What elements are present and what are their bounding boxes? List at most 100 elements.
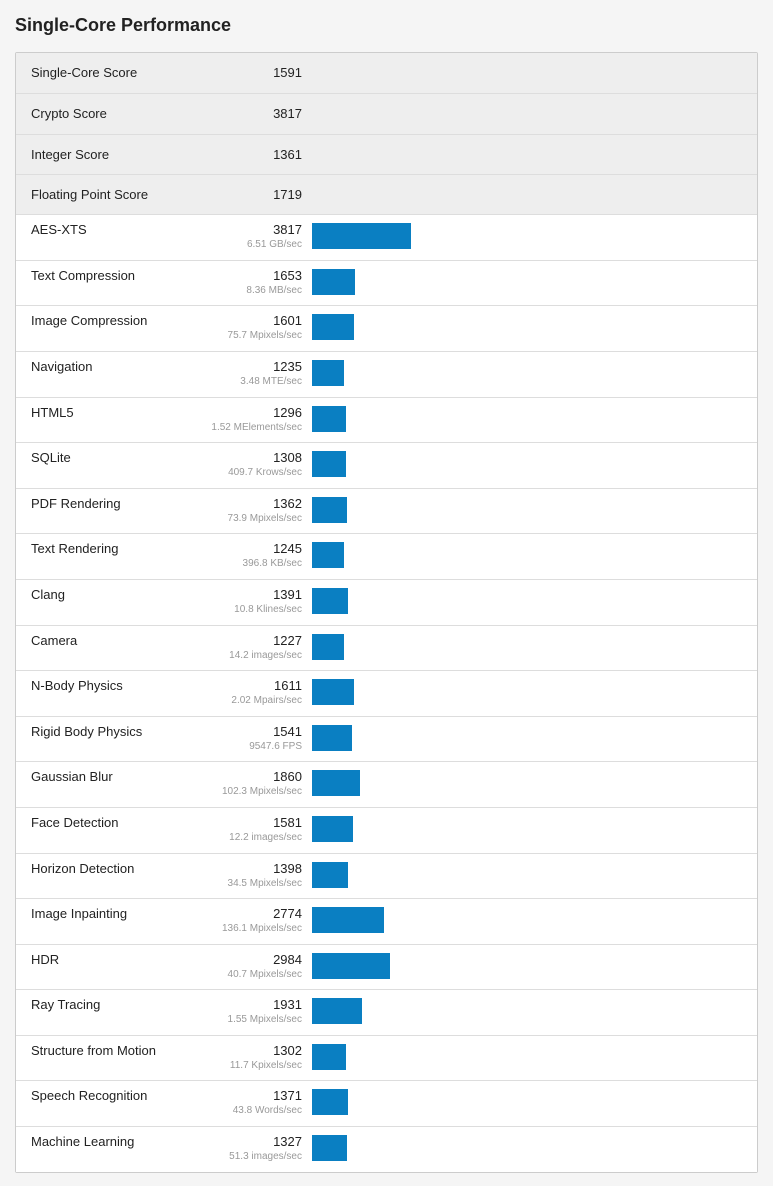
benchmark-rate: 409.7 Krows/sec	[228, 467, 302, 479]
benchmark-name: Machine Learning	[31, 1134, 135, 1150]
benchmark-row: Ray Tracing 1931 1.55 Mpixels/sec	[16, 989, 757, 1035]
score-name: Integer Score	[31, 146, 110, 162]
benchmark-name: Text Rendering	[31, 541, 119, 557]
benchmark-rate: 1.52 MElements/sec	[211, 421, 302, 433]
benchmark-row: PDF Rendering 1362 73.9 Mpixels/sec	[16, 487, 757, 534]
benchmark-row: N-Body Physics 1611 2.02 Mpairs/sec	[16, 670, 757, 716]
benchmark-name: Speech Recognition	[31, 1088, 148, 1104]
score-bar	[312, 268, 355, 295]
score-bar	[312, 815, 354, 842]
benchmark-name: Camera	[31, 632, 78, 648]
benchmark-row: Rigid Body Physics 1541 9547.6 FPS	[16, 715, 757, 762]
benchmark-row: Face Detection 1581 12.2 images/sec	[16, 806, 757, 853]
benchmark-name: Navigation	[31, 358, 93, 374]
score-bar	[312, 907, 385, 934]
score-bar	[312, 496, 348, 523]
score-bar	[312, 724, 353, 751]
benchmark-score: 1362	[273, 495, 302, 511]
benchmark-name: Image Inpainting	[31, 906, 128, 922]
benchmark-name: Horizon Detection	[31, 860, 135, 876]
benchmark-score: 1302	[273, 1042, 302, 1058]
benchmark-name: Clang	[31, 586, 65, 602]
benchmark-rate: 8.36 MB/sec	[246, 284, 302, 296]
summary-row: Floating Point Score 1719	[16, 173, 757, 215]
score-bar	[312, 587, 349, 614]
benchmark-row: Camera 1227 14.2 images/sec	[16, 624, 757, 671]
benchmark-row: Image Inpainting 2774 136.1 Mpixels/sec	[16, 898, 757, 944]
benchmark-row: HTML5 1296 1.52 MElements/sec	[16, 396, 757, 443]
benchmark-score: 1245	[273, 541, 302, 557]
score-name: Single-Core Score	[31, 65, 138, 80]
summary-row: Crypto Score 3817	[16, 93, 757, 134]
benchmark-row: Speech Recognition 1371 43.8 Words/sec	[16, 1080, 757, 1127]
benchmark-rate: 1.55 Mpixels/sec	[227, 1014, 302, 1026]
benchmark-rate: 75.7 Mpixels/sec	[227, 330, 302, 342]
score-bar	[312, 861, 349, 888]
score-bar	[312, 679, 354, 706]
score-value: 1591	[273, 65, 302, 80]
benchmark-rate: 102.3 Mpixels/sec	[221, 786, 302, 798]
benchmark-name: HDR	[31, 951, 60, 967]
score-bar	[312, 451, 346, 478]
benchmark-row: HDR 2984 40.7 Mpixels/sec	[16, 943, 757, 990]
benchmark-row: Gaussian Blur 1860 102.3 Mpixels/sec	[16, 761, 757, 807]
score-bar	[312, 1043, 346, 1070]
benchmark-score: 1296	[273, 404, 302, 420]
benchmark-row: AES-XTS 3817 6.51 GB/sec	[16, 214, 757, 260]
benchmark-row: Text Compression 1653 8.36 MB/sec	[16, 259, 757, 306]
benchmark-score: 1860	[273, 769, 302, 785]
benchmark-rate: 12.2 images/sec	[229, 831, 302, 843]
benchmark-rate: 51.3 images/sec	[229, 1151, 302, 1163]
benchmark-rate: 40.7 Mpixels/sec	[227, 968, 302, 980]
score-name: Floating Point Score	[31, 186, 149, 202]
benchmark-name: HTML5	[31, 404, 74, 420]
score-bar	[312, 223, 412, 250]
benchmark-name: PDF Rendering	[31, 495, 121, 511]
score-bar	[312, 1135, 347, 1162]
benchmark-row: Horizon Detection 1398 34.5 Mpixels/sec	[16, 852, 757, 899]
benchmark-score: 1371	[273, 1088, 302, 1104]
benchmark-rate: 14.2 images/sec	[229, 649, 302, 661]
score-bar	[312, 1089, 348, 1116]
benchmark-row: Clang 1391 10.8 Klines/sec	[16, 578, 757, 625]
summary-row: Single-Core Score 1591	[16, 53, 757, 94]
benchmark-score: 2984	[273, 951, 302, 967]
benchmark-rate: 9547.6 FPS	[249, 740, 302, 752]
benchmark-score: 1227	[273, 632, 302, 648]
benchmark-score: 1235	[273, 358, 302, 374]
benchmark-rate: 10.8 Klines/sec	[234, 603, 302, 615]
score-bar	[312, 952, 390, 979]
benchmark-score: 1653	[273, 267, 302, 283]
benchmark-rate: 11.7 Kpixels/sec	[229, 1059, 302, 1071]
benchmark-name: Structure from Motion	[31, 1042, 156, 1058]
benchmark-rate: 396.8 KB/sec	[242, 558, 302, 570]
score-bar	[312, 633, 344, 660]
benchmark-name: SQLite	[31, 450, 71, 466]
benchmark-name: Rigid Body Physics	[31, 723, 143, 739]
benchmark-row: Image Compression 1601 75.7 Mpixels/sec	[16, 305, 757, 351]
score-bar	[312, 770, 361, 797]
benchmark-name: Gaussian Blur	[31, 769, 113, 785]
benchmark-rate: 43.8 Words/sec	[232, 1105, 302, 1117]
benchmark-rate: 3.48 MTE/sec	[240, 375, 302, 387]
benchmark-rate: 73.9 Mpixels/sec	[227, 512, 302, 524]
benchmark-score: 2774	[273, 906, 302, 922]
benchmark-score: 1391	[273, 586, 302, 602]
score-value: 1719	[273, 186, 302, 202]
benchmark-name: N-Body Physics	[31, 678, 123, 694]
benchmark-rate: 34.5 Mpixels/sec	[227, 877, 302, 889]
score-value: 3817	[273, 106, 302, 122]
benchmark-rate: 6.51 GB/sec	[246, 239, 302, 251]
score-bar	[312, 314, 354, 341]
score-bar	[312, 998, 363, 1025]
score-bar	[312, 405, 346, 432]
benchmark-rate: 136.1 Mpixels/sec	[221, 923, 302, 935]
benchmark-name: Text Compression	[31, 267, 136, 283]
benchmark-row: SQLite 1308 409.7 Krows/sec	[16, 442, 757, 488]
benchmark-score: 1308	[273, 450, 302, 466]
benchmark-score: 1541	[273, 723, 302, 739]
score-bar	[312, 542, 345, 569]
score-value: 1361	[273, 146, 302, 162]
benchmark-name: Image Compression	[31, 313, 148, 329]
